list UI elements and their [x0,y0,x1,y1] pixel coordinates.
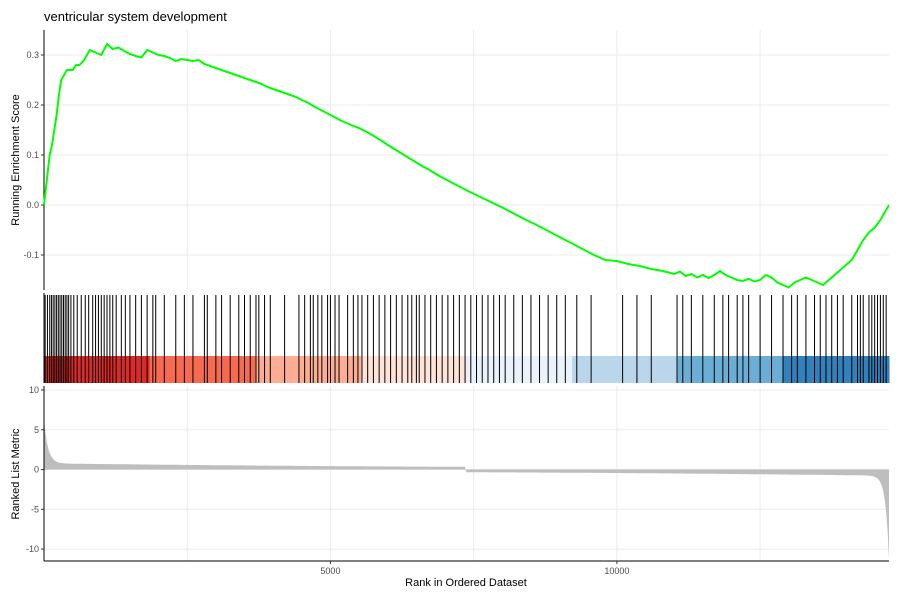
heat-band-segment [572,356,679,383]
heat-band-segment [255,356,362,383]
hits-panel [43,293,890,383]
x-axis-ticks: 5000 10000 [320,561,629,576]
y-tick-label: 5 [34,425,39,435]
y-tick-label: 0.2 [26,100,39,110]
ranked-metric-grid [44,386,889,561]
x-tick-label: 10000 [604,566,629,576]
enrichment-line [43,42,890,289]
heat-band-segment [677,356,784,383]
y-tick-label: 10 [29,385,39,395]
y-tick-label: -5 [31,504,39,514]
ranked-metric-y-axis-title: Ranked List Metric [10,428,22,520]
enrichment-y-ticks: -0.1 0.0 0.1 0.2 0.3 [23,50,44,260]
y-tick-label: 0 [34,465,39,475]
y-tick-label: -0.1 [23,250,39,260]
enrichment-grid [44,30,889,290]
y-tick-label: -10 [26,544,39,554]
heat-band-segment [360,356,467,383]
y-tick-label: 0.1 [26,150,39,160]
x-tick-label: 5000 [320,566,340,576]
ranked-metric-area [44,419,889,560]
enrichment-panel: -0.1 0.0 0.1 0.2 0.3 Running Enrichment Scor… [10,30,890,290]
gene-hit-lines [44,295,887,383]
chart-title: ventricular system development [44,9,227,24]
y-tick-label: 0.3 [26,50,39,60]
x-axis-title: Rank in Ordered Dataset [405,577,527,589]
enrichment-y-axis-title: Running Enrichment Score [10,94,22,225]
heat-band-segment [783,356,890,383]
rank-heat-band [44,356,890,383]
ranked-metric-y-ticks: -10 -5 0 5 10 [26,385,44,554]
y-tick-label: 0.0 [26,200,39,210]
heat-band-segment [466,356,573,383]
heat-band-segment [149,356,256,383]
ranked-metric-panel: -10 -5 0 5 10 5000 10000 Ranked List Metric R… [10,385,889,589]
